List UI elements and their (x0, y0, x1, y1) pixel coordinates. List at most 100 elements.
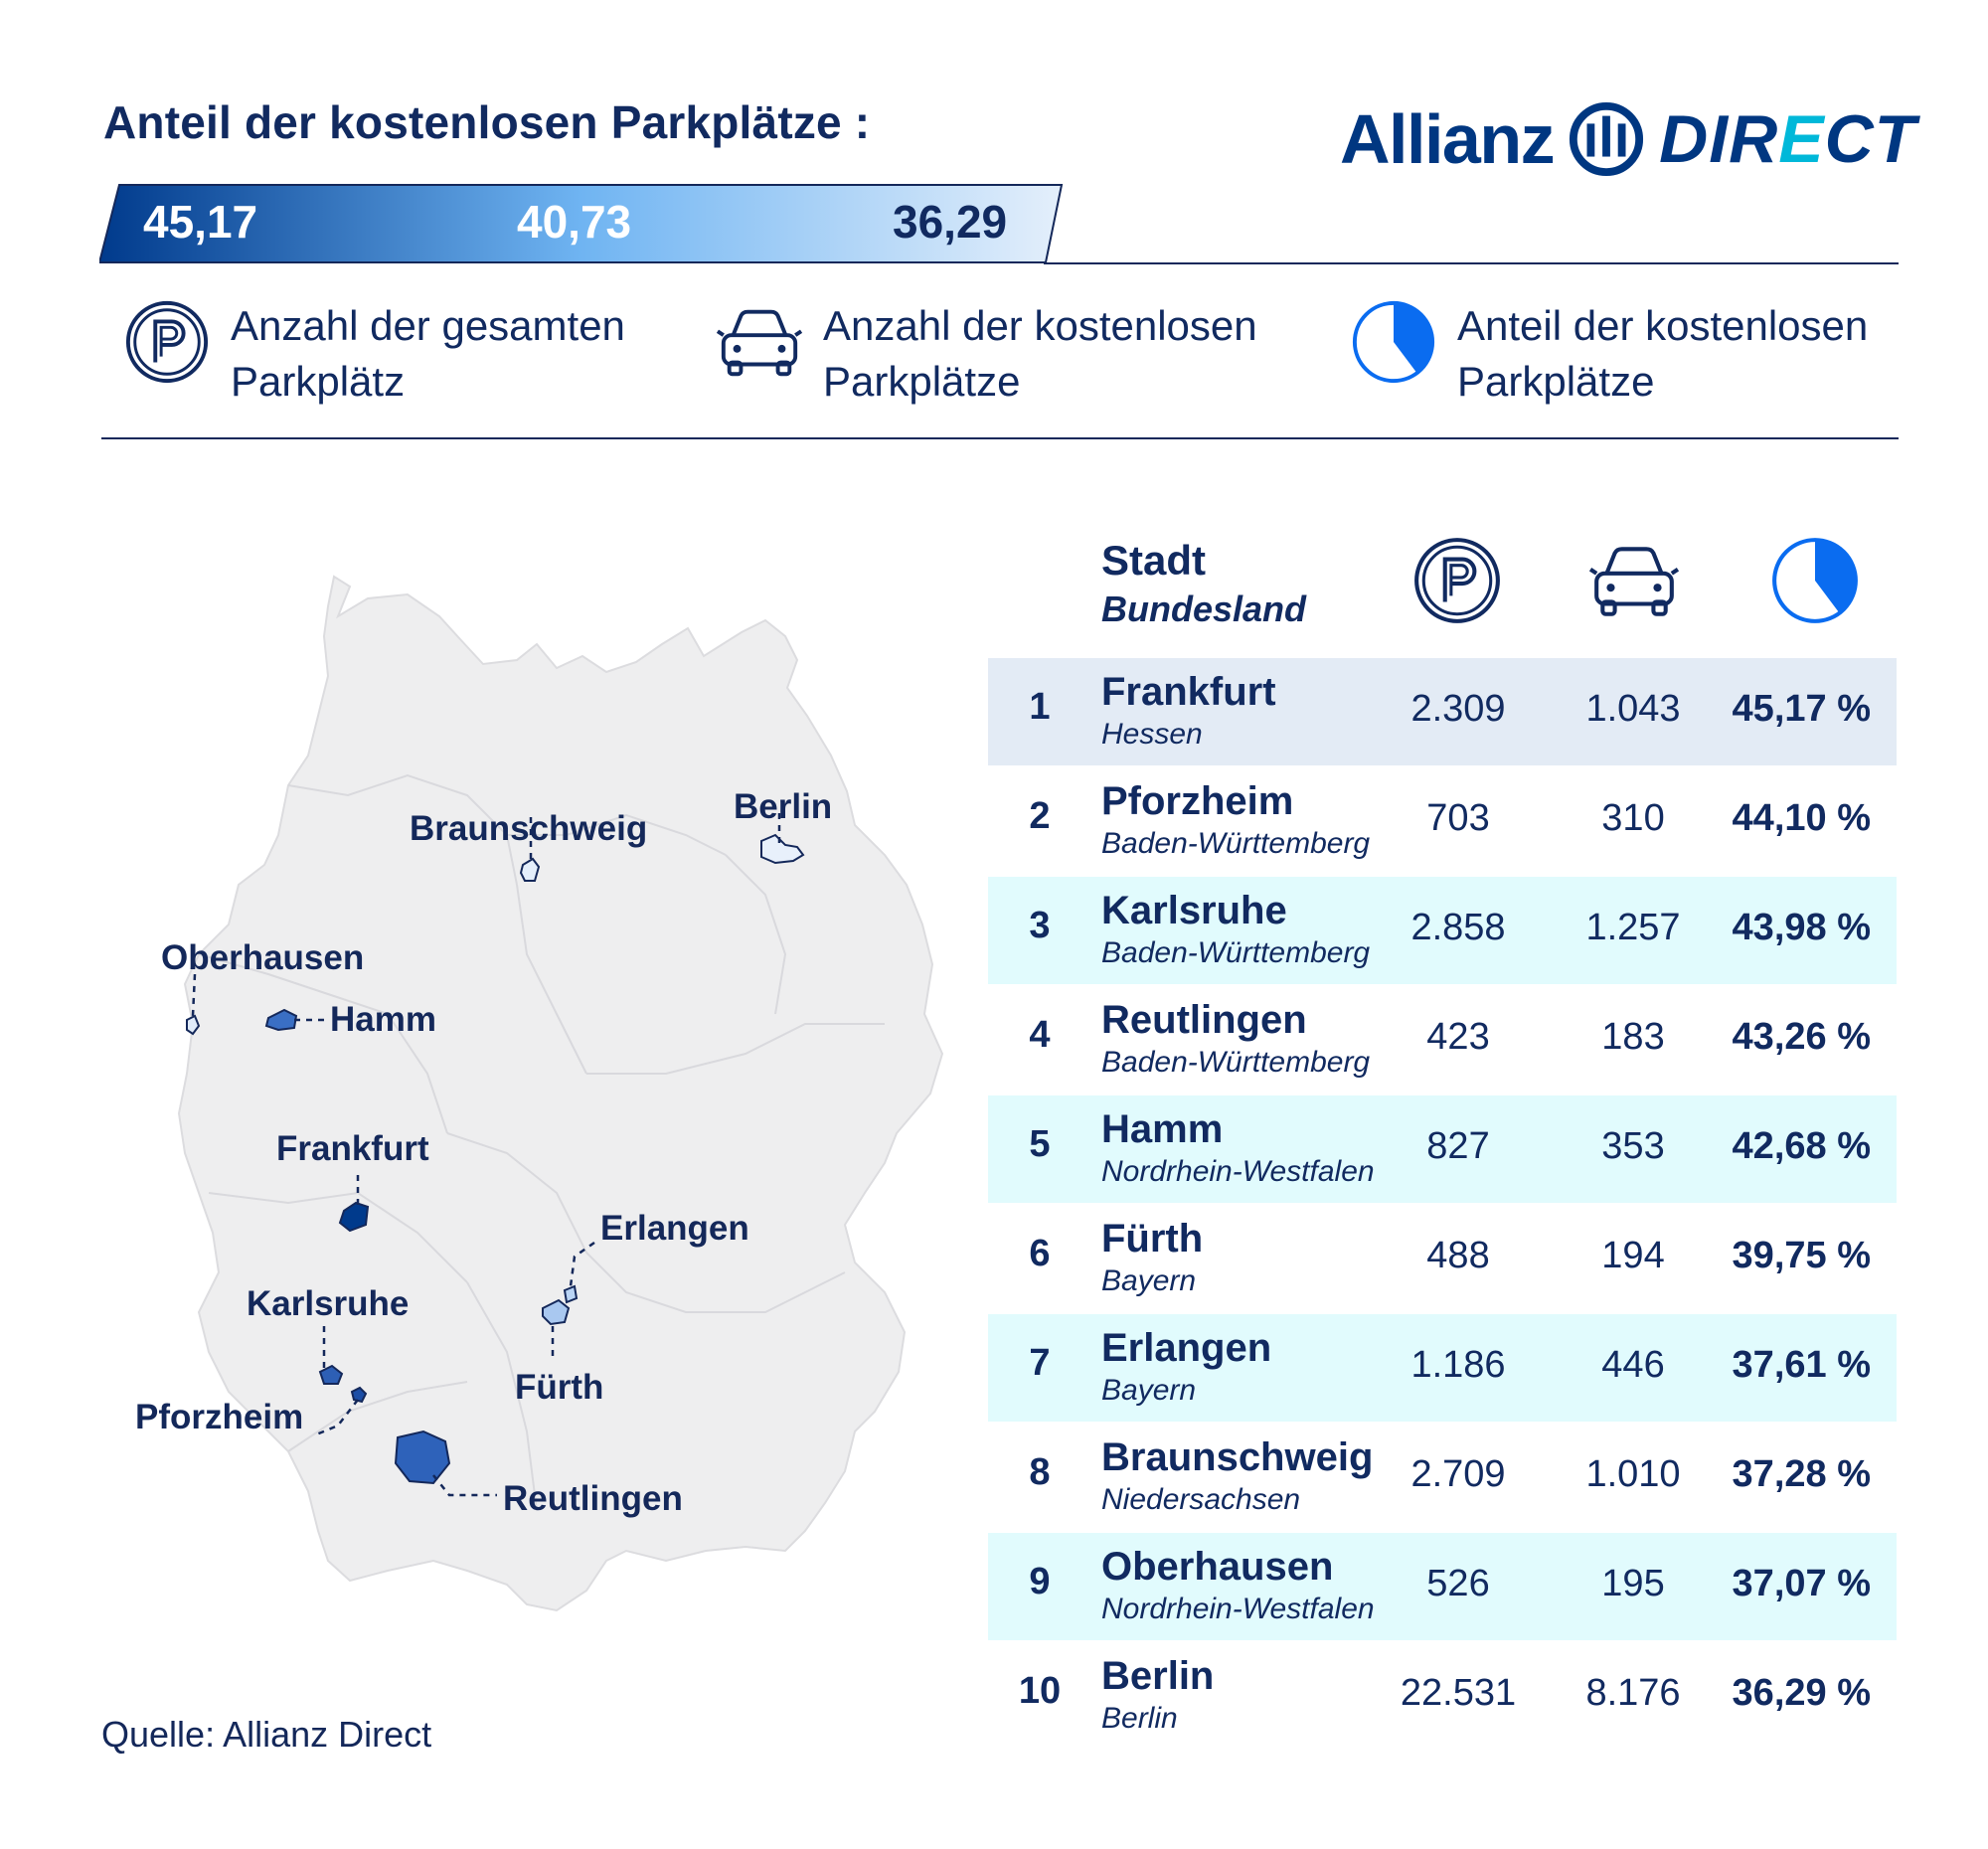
row-city: Hamm (1101, 1107, 1224, 1151)
pie-share-icon (1352, 300, 1435, 384)
row-free-parking: 1.043 (1585, 688, 1681, 730)
city-shape-pforzheim (350, 1386, 368, 1404)
row-share: 42,68 % (1732, 1125, 1871, 1167)
scale-label-min: 36,29 (893, 196, 1008, 248)
row-background (988, 1533, 1897, 1640)
row-free-parking: 310 (1601, 797, 1665, 839)
city-shape-erlangen (563, 1284, 579, 1304)
car-icon (1588, 547, 1680, 616)
city-shape-oberhausen (186, 1014, 201, 1036)
table-row: 10 Berlin Berlin 22.531 8.176 36,29 % (988, 1642, 1897, 1750)
row-total-parking: 2.709 (1410, 1453, 1506, 1495)
row-state: Berlin (1101, 1702, 1178, 1735)
map-label-berlin: Berlin (734, 787, 833, 826)
row-total-parking: 827 (1426, 1125, 1490, 1167)
brand-accent-letter: E (1778, 101, 1825, 177)
parking-icon (125, 300, 209, 384)
row-background (988, 1424, 1897, 1531)
row-total-parking: 526 (1426, 1563, 1490, 1604)
map-label-braunschweig: Braunschweig (410, 809, 648, 848)
leader-lines (191, 813, 781, 1497)
row-share: 43,26 % (1732, 1016, 1871, 1058)
city-shape-frankfurt (338, 1201, 370, 1233)
row-state: Baden-Württemberg (1101, 936, 1371, 969)
row-city: Braunschweig (1101, 1435, 1374, 1479)
row-state: Baden-Württemberg (1101, 827, 1371, 860)
scale-label-max: 45,17 (143, 196, 258, 248)
row-total-parking: 423 (1426, 1016, 1490, 1058)
map-label-hamm: Hamm (330, 1000, 436, 1039)
parking-icon (1414, 538, 1500, 623)
legend-free-parking: Anzahl der kostenlosen Parkplätze (716, 298, 1280, 410)
row-city: Berlin (1101, 1654, 1215, 1698)
row-state: Bayern (1101, 1264, 1197, 1297)
page-title: Anteil der kostenlosen Parkplätze : (103, 96, 871, 148)
table-row: 1 Frankfurt Hessen 2.309 1.043 45,17 % (988, 658, 1897, 765)
allianz-direct-logo: Allianz DIRECT (1340, 99, 1916, 179)
row-rank: 4 (1029, 1014, 1051, 1056)
row-background (988, 1095, 1897, 1203)
legend-total-parking: Anzahl der gesamten Parkplätz (123, 298, 688, 410)
brand-name-allianz: Allianz (1340, 100, 1556, 178)
row-background (988, 1642, 1897, 1750)
row-state: Hessen (1101, 718, 1203, 751)
map-label-pforzheim: Pforzheim (135, 1398, 304, 1436)
legend-share-parking: Anteil der kostenlosen Parkplätze (1350, 298, 1914, 410)
table-header-state: Bundesland (1101, 588, 1307, 629)
table-row: 6 Fürth Bayern 488 194 39,75 % (988, 1205, 1897, 1312)
row-background (988, 1205, 1897, 1312)
table-row: 3 Karlsruhe Baden-Württemberg 2.858 1.25… (988, 877, 1897, 984)
row-state: Niedersachsen (1101, 1483, 1301, 1516)
row-free-parking: 194 (1601, 1235, 1665, 1276)
row-state: Bayern (1101, 1374, 1197, 1407)
row-background (988, 877, 1897, 984)
row-free-parking: 446 (1601, 1344, 1665, 1386)
row-share: 37,28 % (1732, 1453, 1871, 1495)
germany-map: Berlin Braunschweig Oberhausen Hamm Fran… (89, 557, 964, 1630)
row-rank: 9 (1029, 1561, 1051, 1602)
city-shape-reutlingen (394, 1429, 451, 1485)
city-shapes (186, 833, 805, 1485)
table-row: 5 Hamm Nordrhein-Westfalen 827 353 42,68… (988, 1095, 1897, 1203)
row-background (988, 1314, 1897, 1422)
row-free-parking: 353 (1601, 1125, 1665, 1167)
city-shape-fuerth (542, 1298, 571, 1326)
row-total-parking: 2.309 (1410, 688, 1506, 730)
row-background (988, 767, 1897, 875)
row-rank: 5 (1029, 1123, 1051, 1165)
legend-total-parking-label: Anzahl der gesamten Parkplätz (231, 302, 625, 405)
row-share: 37,07 % (1732, 1563, 1871, 1604)
row-total-parking: 1.186 (1410, 1344, 1506, 1386)
row-city: Erlangen (1101, 1326, 1272, 1370)
row-background (988, 986, 1897, 1093)
row-share: 44,10 % (1732, 797, 1871, 839)
legend-free-parking-label: Anzahl der kostenlosen Parkplätze (823, 302, 1257, 405)
row-total-parking: 488 (1426, 1235, 1490, 1276)
row-rank: 10 (1018, 1670, 1062, 1712)
row-free-parking: 183 (1601, 1016, 1665, 1058)
row-share: 39,75 % (1732, 1235, 1871, 1276)
map-label-oberhausen: Oberhausen (161, 938, 365, 977)
color-scale-legend: 45,17 40,73 36,29 (99, 183, 1064, 264)
header-divider (1044, 262, 1899, 264)
germany-outline (177, 575, 944, 1612)
row-free-parking: 1.010 (1585, 1453, 1681, 1495)
row-rank: 1 (1029, 686, 1051, 728)
row-city: Pforzheim (1101, 779, 1294, 823)
row-state: Baden-Württemberg (1101, 1046, 1371, 1079)
car-icon (716, 309, 803, 377)
row-total-parking: 22.531 (1400, 1672, 1517, 1714)
map-label-erlangen: Erlangen (600, 1209, 749, 1248)
table-header-city: Stadt (1101, 537, 1206, 584)
row-rank: 7 (1029, 1342, 1051, 1384)
table-row: 7 Erlangen Bayern 1.186 446 37,61 % (988, 1314, 1897, 1422)
map-label-reutlingen: Reutlingen (503, 1479, 683, 1518)
table-row: 2 Pforzheim Baden-Württemberg 703 310 44… (988, 767, 1897, 875)
row-rank: 8 (1029, 1451, 1051, 1493)
row-city: Fürth (1101, 1217, 1204, 1261)
row-rank: 3 (1029, 905, 1051, 946)
legend-share-parking-label: Anteil der kostenlosen Parkplätze (1457, 302, 1869, 405)
brand-name-direct: DIRECT (1659, 101, 1917, 177)
table-row: 8 Braunschweig Niedersachsen 2.709 1.010… (988, 1424, 1897, 1531)
table-row: 9 Oberhausen Nordrhein-Westfalen 526 195… (988, 1533, 1897, 1640)
